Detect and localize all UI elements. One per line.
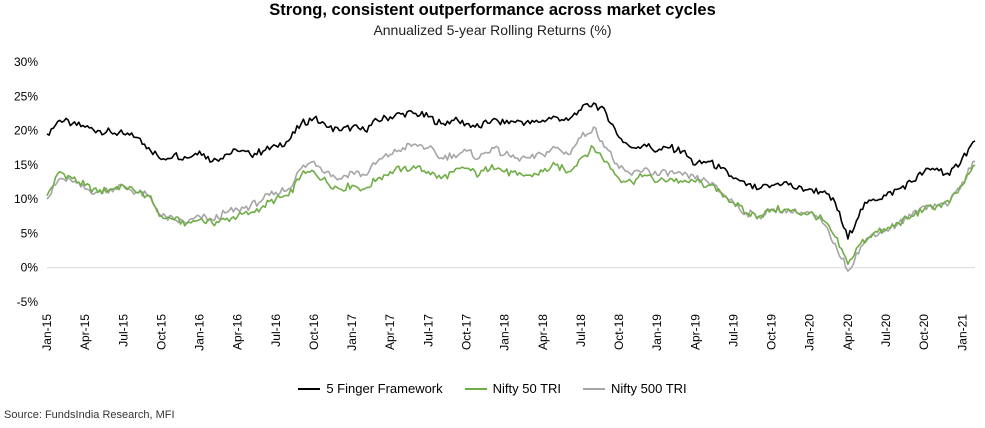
legend: 5 Finger Framework Nifty 50 TRI Nifty 50… [0,381,985,396]
legend-swatch-nifty-500-tri [583,387,606,390]
x-tick-label: Jan-18 [498,314,512,351]
x-tick-label: Apr-19 [688,314,702,350]
x-tick-label: Jan-16 [193,314,207,351]
x-tick-label: Jul-19 [726,314,740,347]
x-tick-label: Jul-17 [421,314,435,347]
x-tick-label: Oct-19 [765,314,779,350]
x-tick-label: Jul-16 [269,314,283,347]
chart-subtitle: Annualized 5-year Rolling Returns (%) [373,22,612,38]
y-tick-label: 5% [21,226,39,240]
y-tick-label: 15% [14,158,38,172]
x-tick-label: Oct-15 [154,314,168,350]
y-tick-label: 10% [14,192,38,206]
legend-swatch-nifty-50-tri [464,387,487,390]
y-tick-label: 30% [14,55,38,69]
x-tick-label: Apr-20 [841,314,855,350]
legend-swatch-5-finger-framework [298,387,321,390]
x-tick-label: Oct-17 [460,314,474,350]
y-tick-label: 0% [21,261,39,275]
x-tick-label: Apr-17 [383,314,397,350]
y-tick-label: 25% [14,89,38,103]
legend-label-5-finger-framework: 5 Finger Framework [326,381,443,396]
x-tick-label: Oct-20 [917,314,931,350]
chart-title: Strong, consistent outperformance across… [269,1,716,19]
x-tick-label: Jan-21 [955,314,969,351]
legend-item-nifty-500-tri: Nifty 500 TRI [583,381,687,396]
line-chart: -5% 0% 5% 10% 15% 20% 25% 30% Jan-15 Apr-15 Jul-15… [14,55,976,351]
legend-item-nifty-50-tri: Nifty 50 TRI [464,381,562,396]
y-tick-label: -5% [17,295,39,309]
legend-label-nifty-500-tri: Nifty 500 TRI [611,381,687,396]
x-tick-label: Oct-18 [612,314,626,350]
series-line-nifty-500-tri [46,126,976,272]
legend-label-nifty-50-tri: Nifty 50 TRI [492,381,562,396]
x-tick-label: Oct-16 [307,314,321,350]
x-tick-label: Apr-16 [231,314,245,350]
x-tick-label: Jan-19 [650,314,664,351]
x-tick-label: Apr-15 [78,314,92,350]
x-tick-label: Jan-20 [803,314,817,351]
x-tick-label: Jul-18 [574,314,588,347]
series-line-5-finger-framework [46,102,976,240]
y-tick-label: 20% [14,124,38,138]
legend-item-5-finger-framework: 5 Finger Framework [298,381,443,396]
series-line-nifty-50-tri [46,145,976,266]
x-tick-label: Jan-17 [345,314,359,351]
x-tick-label: Jan-15 [40,314,54,351]
source-note: Source: FundsIndia Research, MFI [4,409,175,421]
x-tick-label: Jul-15 [116,314,130,347]
x-tick-label: Jul-20 [879,314,893,347]
x-tick-label: Apr-18 [536,314,550,350]
